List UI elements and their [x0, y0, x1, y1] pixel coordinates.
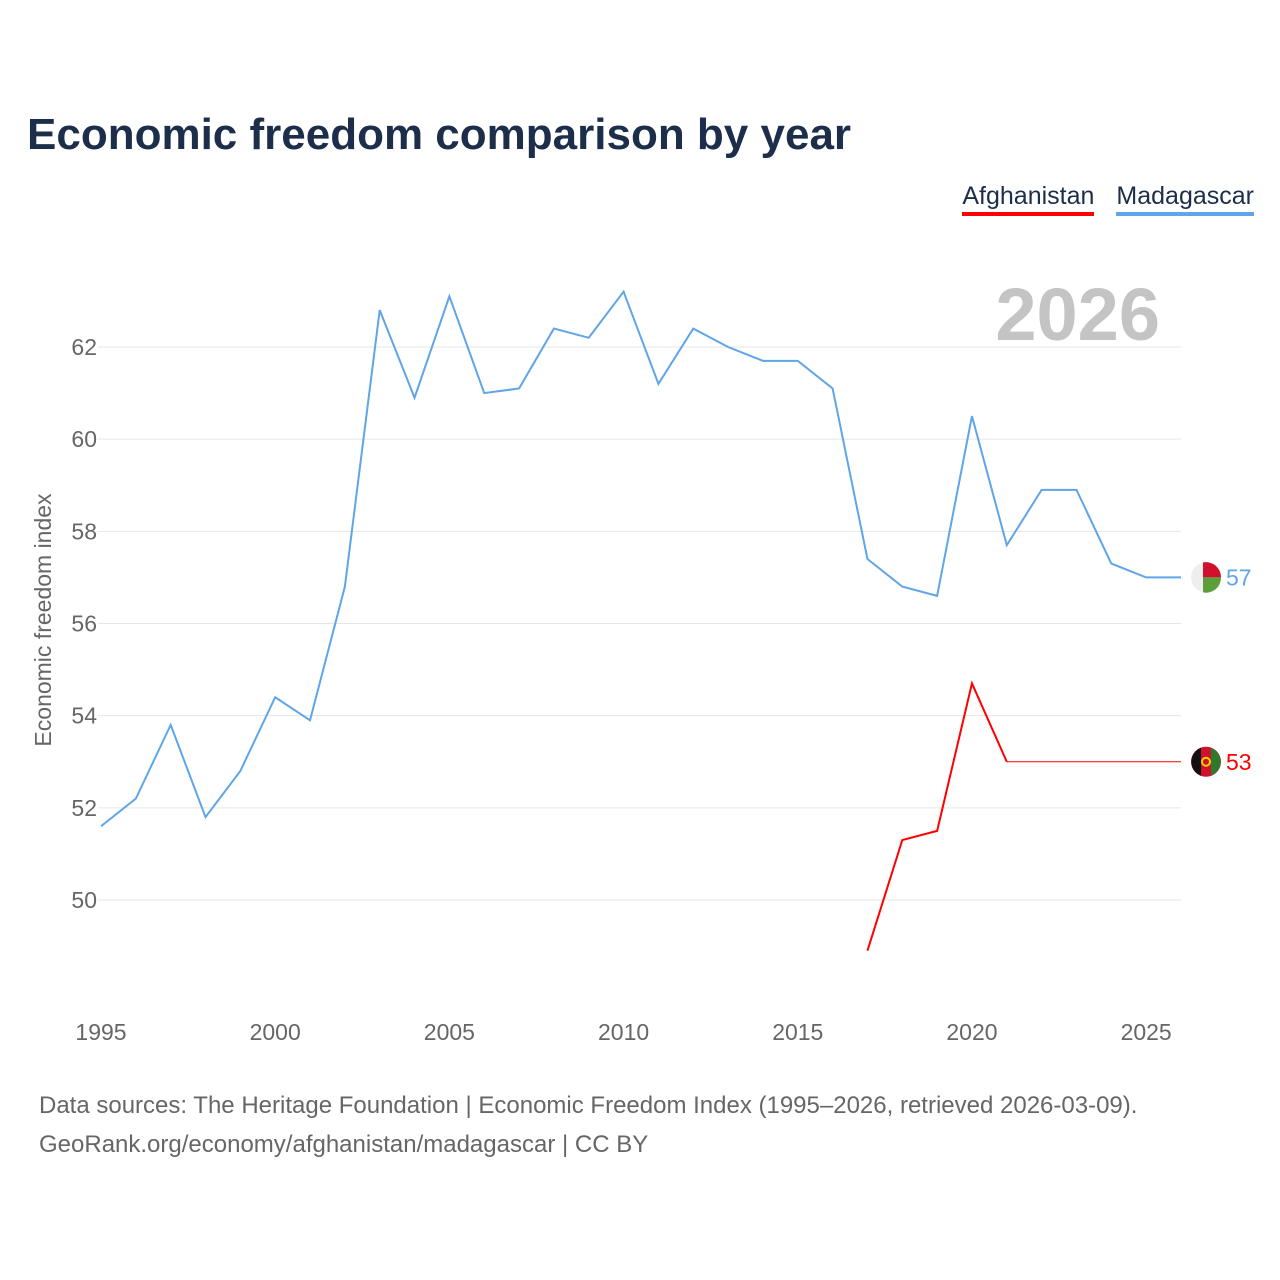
- end-label-madagascar: 57: [1226, 564, 1252, 590]
- data-point: [1178, 574, 1184, 580]
- data-point: [1004, 759, 1010, 765]
- x-tick-label: 1995: [75, 1019, 126, 1045]
- data-point: [760, 358, 766, 364]
- madagascar-flag-icon: [1191, 562, 1222, 593]
- data-point: [969, 680, 975, 686]
- y-axis-label: Economic freedom index: [30, 493, 56, 747]
- y-tick-label: 56: [71, 611, 97, 637]
- data-point: [203, 814, 209, 820]
- data-point: [516, 385, 522, 391]
- x-tick-label: 2005: [424, 1019, 475, 1045]
- data-point: [481, 390, 487, 396]
- data-point: [133, 796, 139, 802]
- source-line-1: Data sources: The Heritage Foundation | …: [39, 1092, 1138, 1119]
- data-point: [690, 326, 696, 332]
- data-point: [899, 837, 905, 843]
- data-point: [830, 385, 836, 391]
- data-point: [1108, 561, 1114, 567]
- data-point: [934, 828, 940, 834]
- legend-madagascar[interactable]: Madagascar: [1116, 182, 1254, 216]
- data-point: [98, 823, 104, 829]
- data-point: [1004, 542, 1010, 548]
- series-line-madagascar: [100, 289, 1181, 828]
- end-label-afghanistan: 53: [1226, 749, 1252, 775]
- data-point: [1143, 574, 1149, 580]
- chart-title: Economic freedom comparison by year: [27, 110, 852, 159]
- data-point: [272, 694, 278, 700]
- data-point: [342, 584, 348, 590]
- source-line-2[interactable]: GeoRank.org/economy/afghanistan/madagasc…: [39, 1131, 649, 1158]
- y-tick-label: 60: [71, 426, 97, 452]
- x-tick-label: 2020: [946, 1019, 997, 1045]
- x-tick-label: 2000: [250, 1019, 301, 1045]
- x-tick-label: 2015: [772, 1019, 823, 1045]
- data-point: [237, 768, 243, 774]
- data-point: [899, 584, 905, 590]
- data-point: [1178, 759, 1184, 765]
- data-point: [864, 556, 870, 562]
- y-tick-label: 54: [71, 703, 97, 729]
- legend: Afghanistan Madagascar: [962, 182, 1254, 216]
- data-point: [168, 722, 174, 728]
- data-point: [864, 948, 870, 954]
- data-point: [725, 344, 731, 350]
- data-point: [934, 593, 940, 599]
- sources: Data sources: The Heritage Foundation | …: [39, 1086, 1137, 1164]
- afghanistan-flag-icon: [1191, 746, 1221, 777]
- y-tick-label: 52: [71, 795, 97, 821]
- data-point: [377, 307, 383, 313]
- x-tick-label: 2025: [1121, 1019, 1172, 1045]
- data-point: [551, 326, 557, 332]
- data-point: [655, 381, 661, 387]
- data-point: [412, 395, 418, 401]
- data-point: [586, 335, 592, 341]
- x-tick-label: 2010: [598, 1019, 649, 1045]
- data-point: [1039, 487, 1045, 493]
- data-point: [969, 413, 975, 419]
- data-point: [446, 293, 452, 299]
- y-tick-label: 62: [71, 334, 97, 360]
- year-watermark: 2026: [995, 273, 1160, 356]
- data-point: [621, 289, 627, 295]
- data-point: [307, 717, 313, 723]
- y-tick-label: 58: [71, 518, 97, 544]
- data-point: [1073, 487, 1079, 493]
- y-tick-label: 50: [71, 887, 97, 913]
- legend-afghanistan[interactable]: Afghanistan: [962, 182, 1095, 216]
- data-point: [795, 358, 801, 364]
- series-line-afghanistan: [867, 683, 1181, 950]
